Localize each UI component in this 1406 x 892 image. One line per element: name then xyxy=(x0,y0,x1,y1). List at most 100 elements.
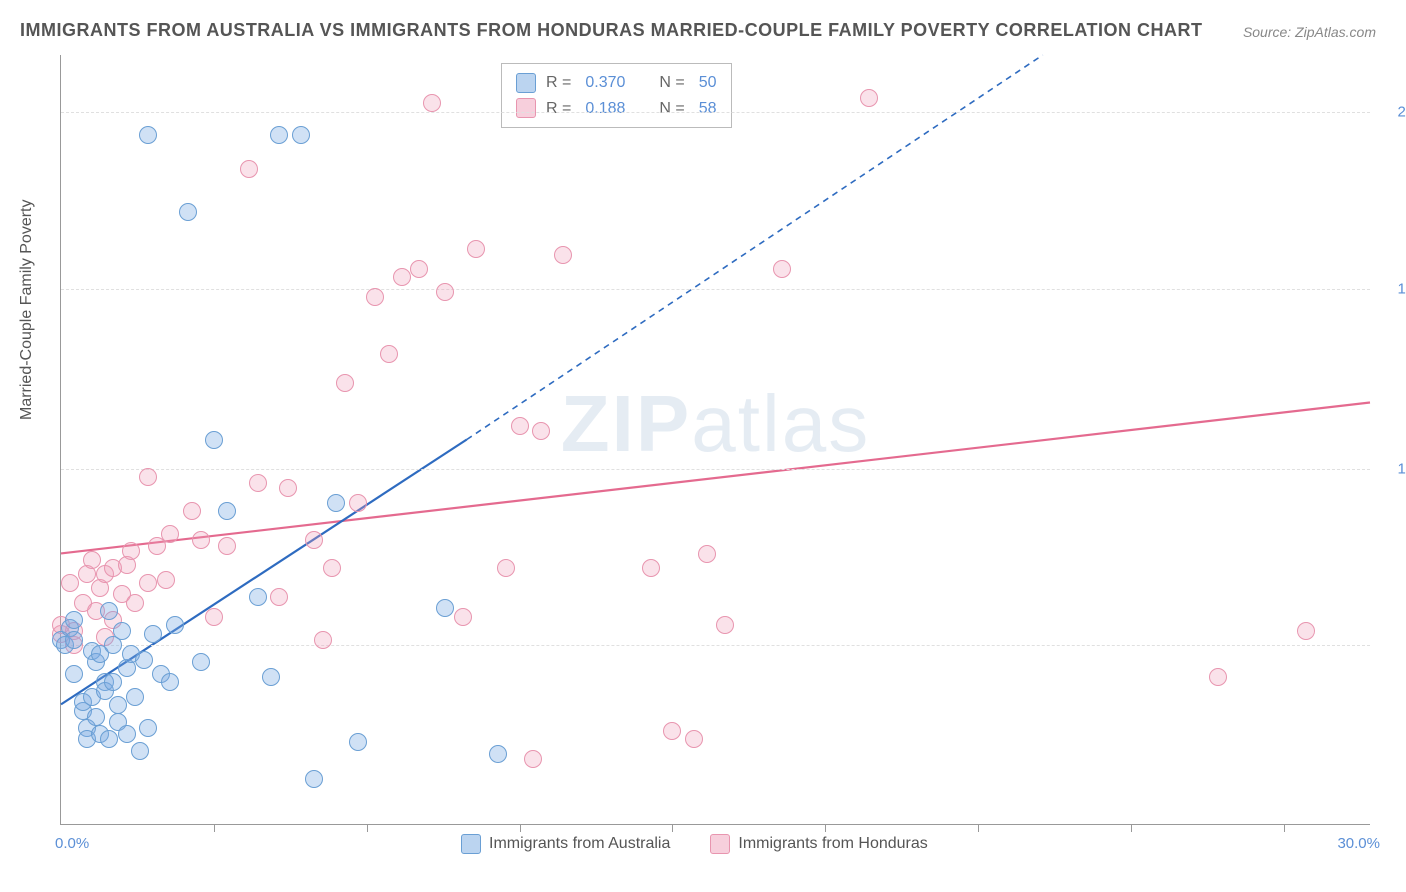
data-point-blue xyxy=(192,653,210,671)
data-point-pink xyxy=(524,750,542,768)
data-point-blue xyxy=(205,431,223,449)
data-point-pink xyxy=(410,260,428,278)
data-point-pink xyxy=(205,608,223,626)
data-point-blue xyxy=(109,696,127,714)
data-point-blue xyxy=(305,770,323,788)
x-tick xyxy=(1131,824,1132,832)
legend-r-value: 0.370 xyxy=(585,70,625,96)
y-tick-label: 18.8% xyxy=(1380,280,1406,297)
data-point-pink xyxy=(314,631,332,649)
data-point-blue xyxy=(292,126,310,144)
chart-title: IMMIGRANTS FROM AUSTRALIA VS IMMIGRANTS … xyxy=(20,20,1203,41)
data-point-pink xyxy=(139,574,157,592)
data-point-blue xyxy=(327,494,345,512)
legend-row: R =0.370N =50 xyxy=(516,70,717,96)
x-tick xyxy=(978,824,979,832)
data-point-pink xyxy=(467,240,485,258)
data-point-pink xyxy=(83,551,101,569)
data-point-blue xyxy=(262,668,280,686)
data-point-pink xyxy=(642,559,660,577)
data-point-pink xyxy=(323,559,341,577)
data-point-pink xyxy=(157,571,175,589)
data-point-blue xyxy=(135,651,153,669)
data-point-pink xyxy=(336,374,354,392)
legend-series-label: Immigrants from Australia xyxy=(489,835,670,853)
series-legend: Immigrants from Australia Immigrants from… xyxy=(461,834,928,854)
data-point-pink xyxy=(436,283,454,301)
data-point-pink xyxy=(122,542,140,560)
data-point-pink xyxy=(218,537,236,555)
data-point-pink xyxy=(554,246,572,264)
data-point-pink xyxy=(698,545,716,563)
data-point-pink xyxy=(249,474,267,492)
x-tick xyxy=(520,824,521,832)
legend-swatch-blue xyxy=(461,834,481,854)
y-tick-label: 6.3% xyxy=(1380,637,1406,654)
data-point-pink xyxy=(716,616,734,634)
watermark-bold: ZIP xyxy=(561,379,691,468)
x-tick xyxy=(1284,824,1285,832)
legend-item: Immigrants from Australia xyxy=(461,834,670,854)
x-tick xyxy=(825,824,826,832)
legend-swatch-pink xyxy=(710,834,730,854)
data-point-blue xyxy=(166,616,184,634)
gridline-horizontal xyxy=(61,112,1370,113)
legend-series-label: Immigrants from Honduras xyxy=(738,835,927,853)
data-point-blue xyxy=(131,742,149,760)
data-point-blue xyxy=(349,733,367,751)
data-point-pink xyxy=(183,502,201,520)
data-point-blue xyxy=(87,708,105,726)
data-point-pink xyxy=(511,417,529,435)
data-point-blue xyxy=(126,688,144,706)
data-point-pink xyxy=(393,268,411,286)
data-point-pink xyxy=(240,160,258,178)
data-point-pink xyxy=(1209,668,1227,686)
data-point-pink xyxy=(61,574,79,592)
data-point-blue xyxy=(139,719,157,737)
data-point-blue xyxy=(144,625,162,643)
x-tick xyxy=(367,824,368,832)
y-axis-label: Married-Couple Family Poverty xyxy=(18,199,36,420)
data-point-pink xyxy=(380,345,398,363)
data-point-pink xyxy=(532,422,550,440)
legend-n-label: N = xyxy=(659,96,684,122)
data-point-blue xyxy=(249,588,267,606)
gridline-horizontal xyxy=(61,469,1370,470)
correlation-legend: R =0.370N =50R =0.188N =58 xyxy=(501,63,732,128)
legend-n-label: N = xyxy=(659,70,684,96)
legend-r-label: R = xyxy=(546,70,571,96)
legend-n-value: 58 xyxy=(699,96,717,122)
y-tick-label: 12.5% xyxy=(1380,460,1406,477)
legend-r-label: R = xyxy=(546,96,571,122)
data-point-blue xyxy=(179,203,197,221)
data-point-pink xyxy=(685,730,703,748)
data-point-blue xyxy=(65,611,83,629)
data-point-pink xyxy=(126,594,144,612)
x-tick xyxy=(672,824,673,832)
data-point-pink xyxy=(192,531,210,549)
data-point-blue xyxy=(270,126,288,144)
data-point-blue xyxy=(104,673,122,691)
watermark: ZIPatlas xyxy=(561,378,870,470)
legend-row: R = 0.188 N = 58 xyxy=(516,96,717,122)
data-point-pink xyxy=(423,94,441,112)
data-point-pink xyxy=(305,531,323,549)
data-point-blue xyxy=(100,602,118,620)
legend-swatch-blue xyxy=(516,73,536,93)
data-point-pink xyxy=(773,260,791,278)
legend-r-value: 0.188 xyxy=(585,96,625,122)
data-point-blue xyxy=(139,126,157,144)
gridline-horizontal xyxy=(61,645,1370,646)
data-point-blue xyxy=(218,502,236,520)
data-point-pink xyxy=(161,525,179,543)
data-point-pink xyxy=(1297,622,1315,640)
data-point-blue xyxy=(100,730,118,748)
x-tick xyxy=(214,824,215,832)
legend-swatch-pink xyxy=(516,98,536,118)
data-point-blue xyxy=(113,622,131,640)
gridline-horizontal xyxy=(61,289,1370,290)
data-point-blue xyxy=(161,673,179,691)
data-point-pink xyxy=(366,288,384,306)
data-point-pink xyxy=(454,608,472,626)
data-point-pink xyxy=(270,588,288,606)
